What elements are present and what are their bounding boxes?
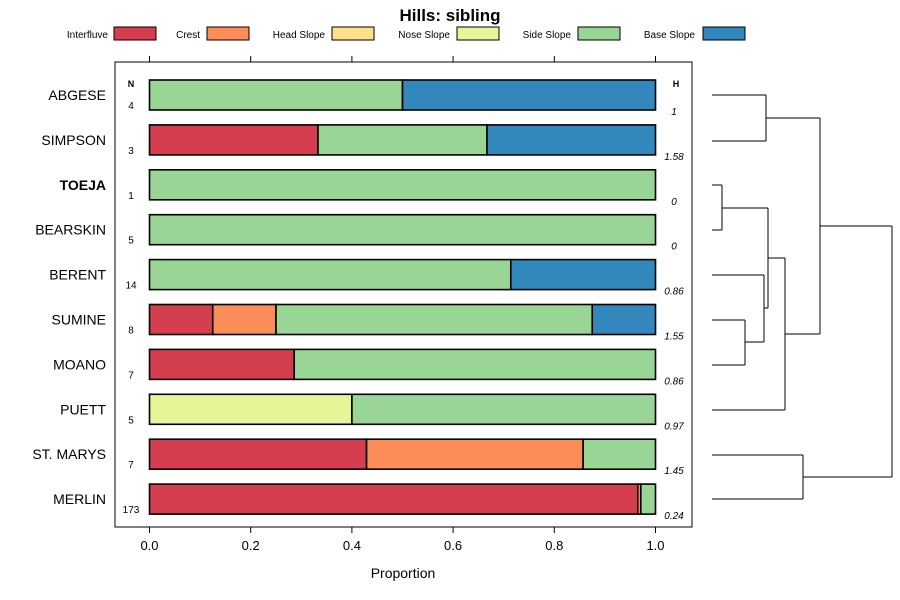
- bar-abgese-base-slope: [401, 79, 657, 111]
- x-axis-title: Proportion: [371, 565, 436, 581]
- h-header: H: [673, 79, 680, 89]
- legend-label-crest: Crest: [176, 30, 200, 41]
- h-value-berent: 0.86: [664, 287, 684, 298]
- bar-simpson-interfluve: [148, 124, 319, 156]
- bar-sumine-side-slope: [275, 303, 594, 336]
- h-value-merlin: 0.24: [664, 511, 684, 522]
- bar-st-marys-crest: [365, 438, 584, 471]
- bar-sumine-interfluve: [148, 303, 214, 336]
- legend-label-nose-slope: Nose Slope: [398, 30, 450, 41]
- bars-group: [148, 79, 657, 515]
- x-axis: 0.0 0.2 0.4 0.6 0.8 1.0: [140, 56, 665, 553]
- row-label-merlin: MERLIN: [53, 491, 106, 507]
- x-tick-label-5: 1.0: [646, 538, 664, 553]
- bar-simpson-side-slope: [317, 124, 488, 156]
- bar-moano-side-slope: [293, 348, 657, 381]
- x-tick-label-4: 0.8: [545, 538, 563, 553]
- bar-moano-interfluve: [148, 348, 296, 381]
- bar-berent-side-slope: [148, 258, 512, 291]
- bar-merlin-side-slope: [640, 483, 657, 515]
- bar-puett-nose-slope: [148, 393, 353, 426]
- bar-puett-side-slope: [351, 393, 657, 426]
- legend-label-interfluve: Interfluve: [67, 30, 109, 41]
- legend-swatch-head-slope: [331, 26, 375, 41]
- n-value-berent: 14: [125, 281, 137, 292]
- x-tick-label-0: 0.0: [140, 538, 158, 553]
- chart-title: Hills: sibling: [399, 6, 500, 25]
- dendrogram: [712, 94, 893, 500]
- h-value-toeja: 0: [671, 197, 677, 208]
- bar-sumine-base-slope: [591, 303, 657, 336]
- row-label-sumine: SUMINE: [52, 312, 106, 328]
- row-label-bearskin: BEARSKIN: [35, 222, 106, 238]
- n-value-toeja: 1: [128, 191, 134, 202]
- bar-toeja-side-slope: [148, 169, 657, 201]
- bar-abgese-side-slope: [148, 79, 404, 111]
- row-label-puett: PUETT: [60, 401, 106, 417]
- legend-swatch-side-slope: [577, 26, 621, 41]
- bar-simpson-base-slope: [486, 124, 657, 156]
- h-value-st-marys: 1.45: [664, 466, 684, 477]
- plot-frame: [114, 61, 693, 528]
- row-label-toeja: TOEJA: [60, 177, 106, 193]
- legend-swatch-base-slope: [702, 26, 746, 41]
- legend: Interfluve Crest Head Slope Nose Slope Side …: [67, 26, 746, 41]
- legend-swatch-crest: [206, 26, 250, 41]
- h-value-sumine: 1.55: [664, 332, 684, 343]
- row-label-st-marys: ST. MARYS: [32, 446, 106, 462]
- bar-st-marys-side-slope: [582, 438, 657, 471]
- row-labels-group: ABGESE 4 1 SIMPSON 3 1.58 TOEJA 1 0 BEARSKIN 5 0 BER…: [32, 87, 684, 522]
- legend-swatch-interfluve: [113, 26, 157, 41]
- bar-bearskin-side-slope: [148, 213, 657, 246]
- n-value-st-marys: 7: [128, 460, 134, 471]
- h-value-puett: 0.97: [664, 421, 684, 432]
- h-value-simpson: 1.58: [664, 152, 684, 163]
- bar-berent-base-slope: [509, 258, 657, 291]
- n-value-abgese: 4: [128, 101, 134, 112]
- n-value-bearskin: 5: [128, 236, 134, 247]
- bar-st-marys-interfluve: [148, 438, 368, 471]
- n-value-puett: 5: [128, 415, 134, 426]
- n-header: N: [128, 79, 135, 89]
- row-label-berent: BERENT: [49, 267, 106, 283]
- legend-label-head-slope: Head Slope: [273, 30, 326, 41]
- bar-sumine-crest: [211, 303, 277, 336]
- row-label-abgese: ABGESE: [48, 87, 106, 103]
- bar-merlin-interfluve: [148, 483, 639, 515]
- row-label-simpson: SIMPSON: [41, 132, 106, 148]
- legend-label-base-slope: Base Slope: [644, 30, 696, 41]
- h-value-bearskin: 0: [671, 242, 677, 253]
- x-tick-label-3: 0.6: [444, 538, 462, 553]
- n-value-moano: 7: [128, 370, 134, 381]
- h-value-moano: 0.86: [664, 376, 684, 387]
- legend-swatch-nose-slope: [456, 26, 500, 41]
- h-value-abgese: 1: [671, 107, 677, 118]
- row-label-moano: MOANO: [53, 356, 106, 372]
- legend-label-side-slope: Side Slope: [523, 30, 572, 41]
- x-tick-label-2: 0.4: [343, 538, 361, 553]
- n-value-sumine: 8: [128, 326, 134, 337]
- n-value-merlin: 173: [123, 505, 140, 516]
- x-tick-label-1: 0.2: [242, 538, 260, 553]
- n-value-simpson: 3: [128, 146, 134, 157]
